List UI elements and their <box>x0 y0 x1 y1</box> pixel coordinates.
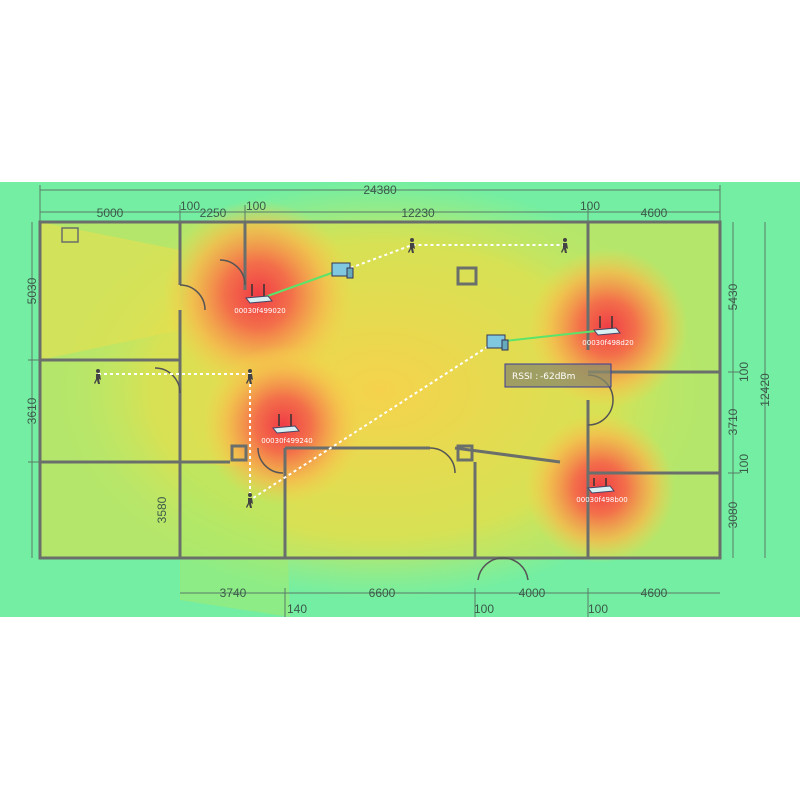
dim-bottom: 4000 <box>519 586 546 600</box>
client-links <box>261 269 606 343</box>
dim-bottom: 100 <box>474 602 494 616</box>
person-icon <box>246 369 253 384</box>
ap-label: 00030f498b00 <box>576 496 627 504</box>
rssi-value: -62dBm <box>540 372 575 382</box>
dim-bottom: 6600 <box>369 586 396 600</box>
dim-bottom: 3740 <box>220 586 247 600</box>
router-icon <box>272 414 300 434</box>
dim-right: 5430 <box>726 283 740 310</box>
dim-top: 4600 <box>641 206 668 220</box>
dim-top: 2250 <box>200 206 227 220</box>
router-icon <box>593 316 621 336</box>
access-point[interactable]: 00030f498b00 <box>576 478 628 504</box>
dim-bottom: 4600 <box>641 586 668 600</box>
dim-right-total: 12420 <box>758 373 772 407</box>
person-icon <box>246 493 253 508</box>
rssi-tooltip: RSSI : -62dBm <box>504 363 612 388</box>
dim-left: 5030 <box>25 277 39 304</box>
dim-top: 100 <box>246 199 266 213</box>
router-icon <box>587 478 615 494</box>
dim-top: 100 <box>180 199 200 213</box>
access-point[interactable]: 00030f499020 <box>234 284 286 315</box>
dim-right: 100 <box>737 362 751 382</box>
person-icons <box>94 238 568 508</box>
doors <box>154 259 614 581</box>
dim-right: 3080 <box>726 501 740 528</box>
access-point[interactable]: 00030f498d20 <box>582 316 634 347</box>
dim-left: 3580 <box>155 496 169 523</box>
laptop-icon[interactable] <box>331 262 354 279</box>
dim-top: 100 <box>580 199 600 213</box>
ap-label: 00030f498d20 <box>582 339 633 347</box>
heat-spot <box>163 200 353 390</box>
access-point[interactable]: 00030f499240 <box>261 414 313 445</box>
laptop-icon[interactable] <box>486 334 509 351</box>
person-icon <box>94 369 101 384</box>
heat-spot <box>203 345 363 505</box>
rssi-label: RSSI : <box>512 372 538 382</box>
dim-right: 3710 <box>726 408 740 435</box>
dim-top: 5000 <box>97 206 124 220</box>
dim-bottom: 100 <box>588 602 608 616</box>
person-icon <box>408 238 415 253</box>
ap-label: 00030f499020 <box>234 307 285 315</box>
person-icon <box>561 238 568 253</box>
dimension-lines <box>28 185 766 617</box>
router-icon <box>245 284 273 304</box>
dim-left: 3610 <box>25 397 39 424</box>
dim-top: 12230 <box>401 206 435 220</box>
dim-top-total: 24380 <box>363 183 397 197</box>
dim-right: 100 <box>737 454 751 474</box>
ap-label: 00030f499240 <box>261 437 312 445</box>
dim-bottom: 140 <box>287 602 307 616</box>
